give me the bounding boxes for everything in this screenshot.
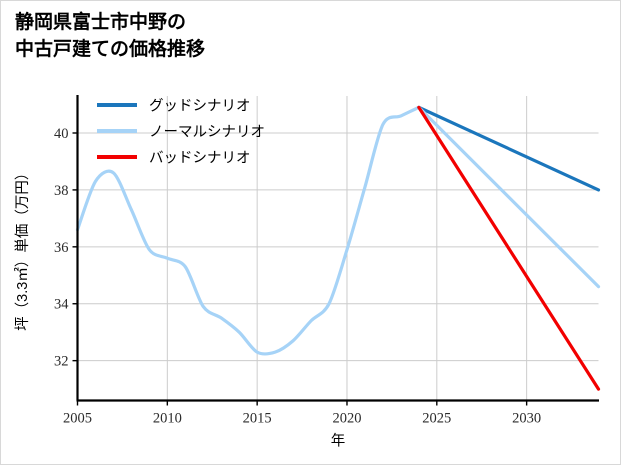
page-title: 静岡県富士市中野の 中古戸建ての価格推移 bbox=[15, 12, 206, 60]
x-axis-label: 年 bbox=[331, 433, 346, 450]
y-tick-label: 38 bbox=[54, 183, 69, 199]
y-tick-labels: 32 34 36 38 40 bbox=[54, 126, 78, 370]
legend-label-1: ノーマルシナリオ bbox=[149, 125, 265, 141]
series-lines bbox=[75, 105, 601, 391]
y-tick-label: 36 bbox=[54, 240, 69, 256]
series-line-0 bbox=[75, 105, 421, 356]
legend-label-0: グッドシナリオ bbox=[149, 98, 251, 115]
x-tick-label: 2030 bbox=[512, 411, 541, 427]
x-tick-labels: 2005 2010 2015 2020 2025 2030 bbox=[63, 411, 541, 427]
series-line-2 bbox=[417, 105, 601, 289]
y-tick-label: 40 bbox=[54, 126, 69, 142]
y-tick-label: 34 bbox=[54, 297, 69, 313]
x-tick-label: 2020 bbox=[332, 411, 361, 427]
series-line-1 bbox=[417, 105, 601, 192]
x-tick-label: 2015 bbox=[243, 411, 272, 427]
x-tick-label: 2005 bbox=[63, 411, 92, 427]
y-axis-label: 坪（3.3㎡）単価（万円） bbox=[14, 166, 31, 331]
x-tick-label: 2025 bbox=[422, 411, 451, 427]
y-tick-label: 32 bbox=[54, 354, 69, 370]
gridlines bbox=[77, 96, 599, 401]
series-line-3 bbox=[417, 105, 601, 391]
x-tick-label: 2010 bbox=[153, 411, 182, 427]
legend-label-2: バッドシナリオ bbox=[149, 151, 251, 167]
